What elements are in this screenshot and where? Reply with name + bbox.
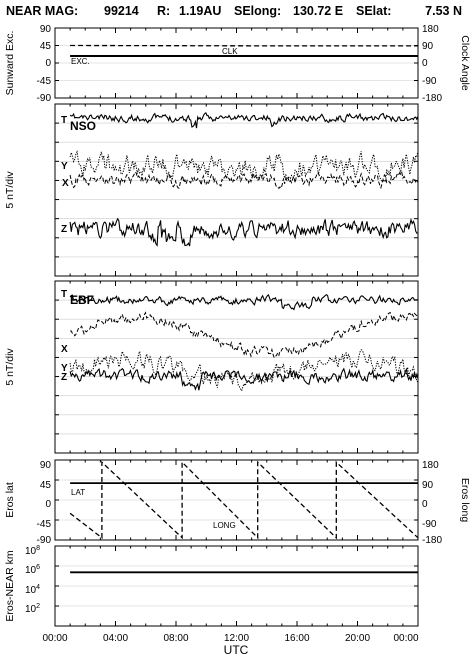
eros-left-tick-0: 0 bbox=[45, 499, 51, 510]
sunward-left-tick-0: 0 bbox=[45, 58, 51, 69]
sunward-right-ticks: 180 90 0 -90 -180 bbox=[422, 24, 442, 104]
eros-right-ticks: 180 90 0 -90 -180 bbox=[422, 460, 442, 546]
nso-z-label: Z bbox=[61, 224, 67, 235]
figure-header: NEAR MAG: 99214 R: 1.19AU SElong: 130.72… bbox=[6, 4, 462, 18]
exc-trace-label: EXC. bbox=[71, 57, 90, 66]
x-axis-label: UTC bbox=[224, 643, 249, 656]
eros-long-line bbox=[69, 460, 419, 540]
panel-nso: 5 nT/div T NSO Y X Z bbox=[4, 103, 419, 277]
nso-t-trace bbox=[69, 111, 419, 129]
ebf-x-trace bbox=[70, 311, 419, 359]
nso-x-trace bbox=[69, 171, 419, 190]
ebf-grid bbox=[55, 281, 418, 453]
ebf-y-label: Y bbox=[61, 363, 68, 374]
range-tick-1e2: 102 bbox=[25, 603, 40, 615]
eros-right-axis-label: Eros long bbox=[459, 478, 471, 523]
panel-sunward: 90 45 0 -45 -90 180 90 0 -90 -180 Sunwar… bbox=[4, 24, 471, 104]
sunward-right-tick-180: 180 bbox=[422, 24, 439, 35]
nso-y-label: Y bbox=[61, 161, 68, 172]
range-tick-1e4: 104 bbox=[25, 584, 40, 596]
range-grid bbox=[55, 546, 418, 626]
panel-ebf: 5 nT/div T EBF X Y Z bbox=[4, 280, 419, 454]
header-selong-value: 130.72 E bbox=[293, 4, 343, 18]
eros-lat-trace-label: LAT bbox=[71, 488, 85, 497]
ebf-y-trace bbox=[69, 349, 419, 393]
panel-eros: 90 45 0 -45 -90 180 90 0 -90 -180 Eros l… bbox=[4, 459, 471, 546]
eros-right-tick-m90: -90 bbox=[422, 519, 437, 530]
header-mission: NEAR MAG: bbox=[6, 4, 78, 18]
x-tick-2400: 00:00 bbox=[393, 633, 418, 644]
nso-z-trace bbox=[69, 217, 419, 247]
nso-grid bbox=[55, 104, 418, 276]
clk-trace-label: CLK bbox=[222, 47, 238, 56]
ebf-x-label: X bbox=[61, 344, 68, 355]
x-tick-1600: 16:00 bbox=[284, 633, 309, 644]
range-axis-label: Eros-NEAR km bbox=[4, 550, 16, 621]
eros-left-tick-90: 90 bbox=[40, 460, 52, 471]
eros-left-tick-45: 45 bbox=[40, 480, 52, 491]
ebf-panel-name: EBF bbox=[70, 293, 94, 307]
x-tick-2000: 20:00 bbox=[345, 633, 370, 644]
ebf-t-label: T bbox=[61, 289, 67, 300]
nso-y-trace bbox=[69, 150, 419, 184]
header-r-value: 1.19AU bbox=[179, 4, 221, 18]
ebf-z-label: Z bbox=[61, 372, 67, 383]
sunward-right-tick-0: 0 bbox=[422, 58, 428, 69]
eros-left-axis-label: Eros lat bbox=[4, 482, 16, 518]
x-tick-0000: 00:00 bbox=[42, 633, 67, 644]
eros-long-trace-label: LONG bbox=[213, 521, 236, 530]
ebf-z-trace bbox=[69, 367, 419, 391]
eros-right-tick-90: 90 bbox=[422, 480, 434, 491]
sunward-left-tick-45: 45 bbox=[40, 41, 52, 52]
x-tick-0400: 04:00 bbox=[103, 633, 128, 644]
sunward-left-ticks: 90 45 0 -45 -90 bbox=[37, 24, 52, 104]
x-axis: 00:00 04:00 08:00 12:00 16:00 20:00 00:0… bbox=[42, 633, 418, 656]
nso-x-label: X bbox=[62, 178, 69, 189]
eros-left-tick-m90: -90 bbox=[37, 535, 52, 546]
nso-axis-label: 5 nT/div bbox=[4, 171, 16, 209]
eros-right-tick-m180: -180 bbox=[422, 535, 442, 546]
sunward-left-axis-label: Sunward Exc. bbox=[4, 31, 16, 96]
sunward-right-tick-m180: -180 bbox=[422, 93, 442, 104]
header-selong-label: SElong: bbox=[234, 4, 281, 18]
sunward-right-axis-label: Clock Angle bbox=[459, 35, 471, 91]
eros-right-tick-180: 180 bbox=[422, 460, 439, 471]
sunward-left-tick-m90: -90 bbox=[37, 93, 52, 104]
eros-grid bbox=[55, 460, 418, 540]
range-tick-1e8: 108 bbox=[25, 545, 40, 557]
nso-t-label: T bbox=[61, 115, 67, 126]
eros-right-tick-0: 0 bbox=[422, 499, 428, 510]
x-tick-1200: 12:00 bbox=[224, 633, 249, 644]
ebf-frame bbox=[54, 280, 419, 454]
nso-panel-name: NSO bbox=[70, 119, 96, 133]
sunward-left-tick-m45: -45 bbox=[37, 76, 52, 87]
header-date-code: 99214 bbox=[104, 4, 139, 18]
ebf-t-trace bbox=[69, 293, 419, 311]
panel-range: 108 106 104 102 Eros-NEAR km bbox=[4, 545, 419, 627]
range-tick-1e6: 106 bbox=[25, 564, 40, 576]
header-r-label: R: bbox=[157, 4, 170, 18]
sunward-grid bbox=[55, 28, 418, 98]
eros-left-ticks: 90 45 0 -45 -90 bbox=[37, 460, 52, 546]
sunward-right-tick-90: 90 bbox=[422, 41, 434, 52]
header-selat-value: 7.53 N bbox=[425, 4, 462, 18]
ebf-axis-label: 5 nT/div bbox=[4, 348, 16, 386]
header-selat-label: SElat: bbox=[356, 4, 391, 18]
sunward-left-tick-90: 90 bbox=[40, 24, 52, 35]
eros-left-tick-m45: -45 bbox=[37, 519, 52, 530]
sunward-right-tick-m90: -90 bbox=[422, 76, 437, 87]
range-ticks: 108 106 104 102 bbox=[25, 545, 40, 615]
x-tick-0800: 08:00 bbox=[163, 633, 188, 644]
nso-frame bbox=[54, 103, 419, 277]
